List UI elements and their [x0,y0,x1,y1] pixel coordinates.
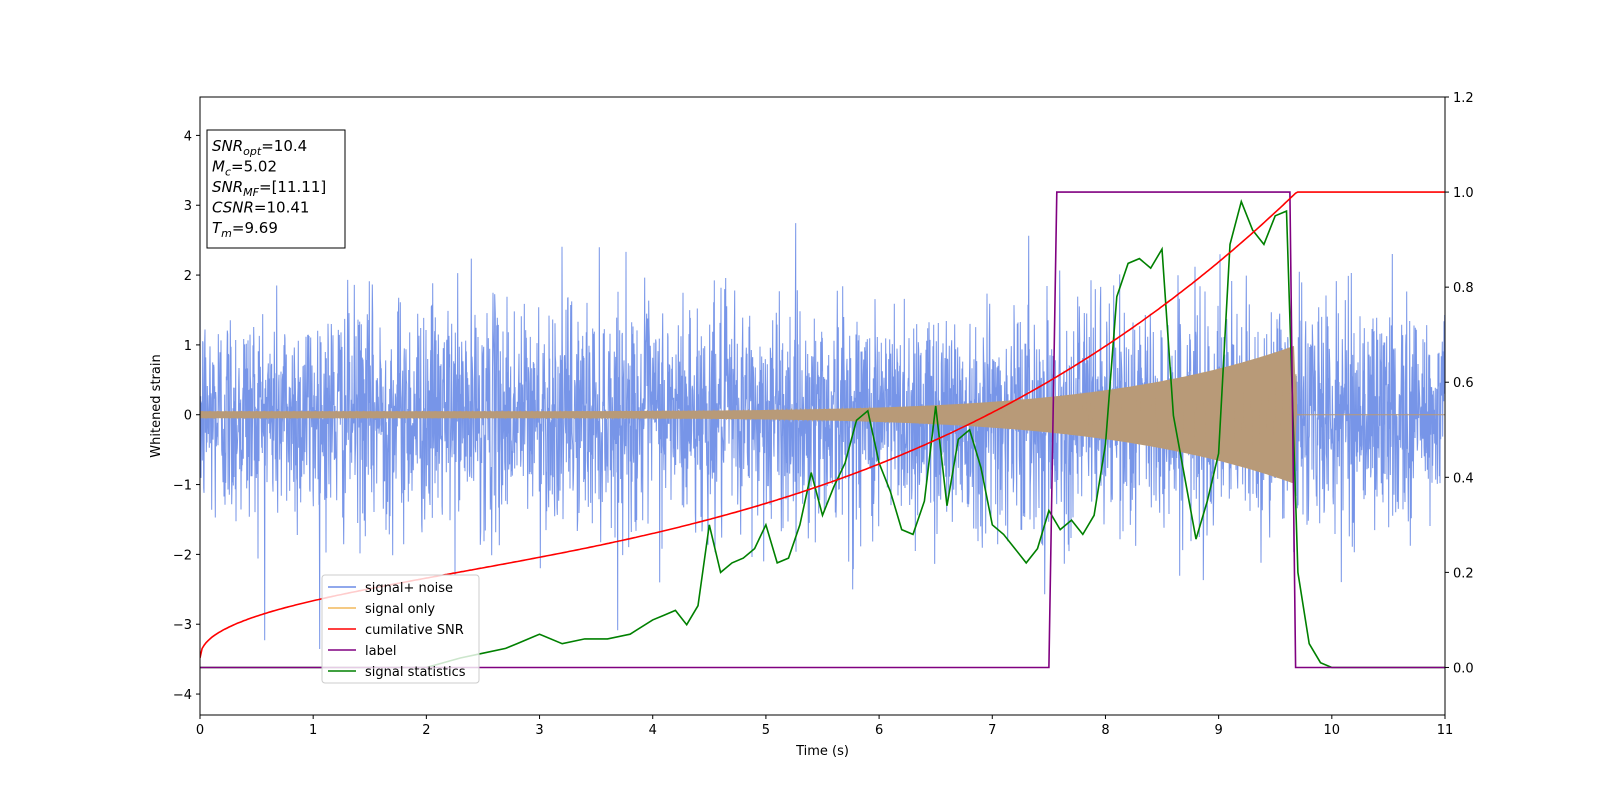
y-right-tick-label: 1.0 [1453,186,1474,201]
x-tick-label: 6 [875,723,883,738]
series-label-line [200,191,1445,669]
info-box-frame [206,129,346,249]
axis-ticks: 0 1 2 3 4 5 6 7 8 9 10 11 −4 −3 −2 −1 0 1 2 3 4 0.0 0.2 0.4 0.6 0… [173,91,1474,738]
y-right-tick-label: 1.2 [1453,91,1474,106]
x-tick-label: 5 [762,723,770,738]
info-box-row: CSNR=10.41 [212,199,309,217]
x-tick-label: 0 [196,723,204,738]
x-tick-label: 9 [1214,723,1222,738]
series-signal-statistics-line [200,199,1445,669]
legend-entry: label [365,644,396,659]
legend-entry: cumilative SNR [365,623,464,638]
x-axis-label: Time (s) [795,744,849,759]
y-left-tick-label: −4 [173,688,192,703]
y-left-tick-label: 4 [184,129,192,144]
y-left-tick-label: −1 [173,479,192,494]
x-tick-label: 1 [309,723,317,738]
y-right-tick-label: 0.8 [1453,281,1474,296]
info-box: SNRopt=10.4Mc=5.02SNRMF=[11.11]CSNR=10.4… [206,129,346,249]
info-box-row: SNRopt=10.4 [212,137,307,158]
y-left-tick-label: 3 [184,199,192,214]
x-tick-label: 8 [1101,723,1109,738]
legend-entry: signal only [365,602,435,617]
info-box-row: SNRMF=[11.11] [212,178,326,199]
x-tick-label: 7 [988,723,996,738]
y-axis-label: Whitened strain [149,354,164,457]
y-right-tick-label: 0.6 [1453,376,1474,391]
series-signal-noise-line [200,223,1445,650]
x-tick-label: 10 [1324,723,1341,738]
y-left-tick-label: 0 [184,409,192,424]
legend: signal+ noise signal only cumilative SNR la… [321,574,480,684]
y-left-tick-label: −3 [173,618,192,633]
info-box-row: Mc=5.02 [212,158,277,179]
axes-frame [199,96,1446,716]
x-tick-label: 3 [535,723,543,738]
series-signal-only-line [200,349,1298,483]
y-right-tick-label: 0.0 [1453,661,1474,676]
series-signal-only-envelope [200,345,1297,484]
y-left-tick-label: −2 [173,548,192,563]
legend-entry: signal+ noise [365,581,453,596]
y-right-tick-label: 0.4 [1453,471,1474,486]
x-tick-label: 2 [422,723,430,738]
legend-entry: signal statistics [365,665,466,680]
info-box-row: Tm=9.69 [212,219,278,240]
y-left-tick-label: 1 [184,339,192,354]
x-tick-label: 4 [649,723,657,738]
x-tick-label: 11 [1437,723,1454,738]
legend-frame [321,574,480,684]
y-right-tick-label: 0.2 [1453,566,1474,581]
y-left-tick-label: 2 [184,269,192,284]
